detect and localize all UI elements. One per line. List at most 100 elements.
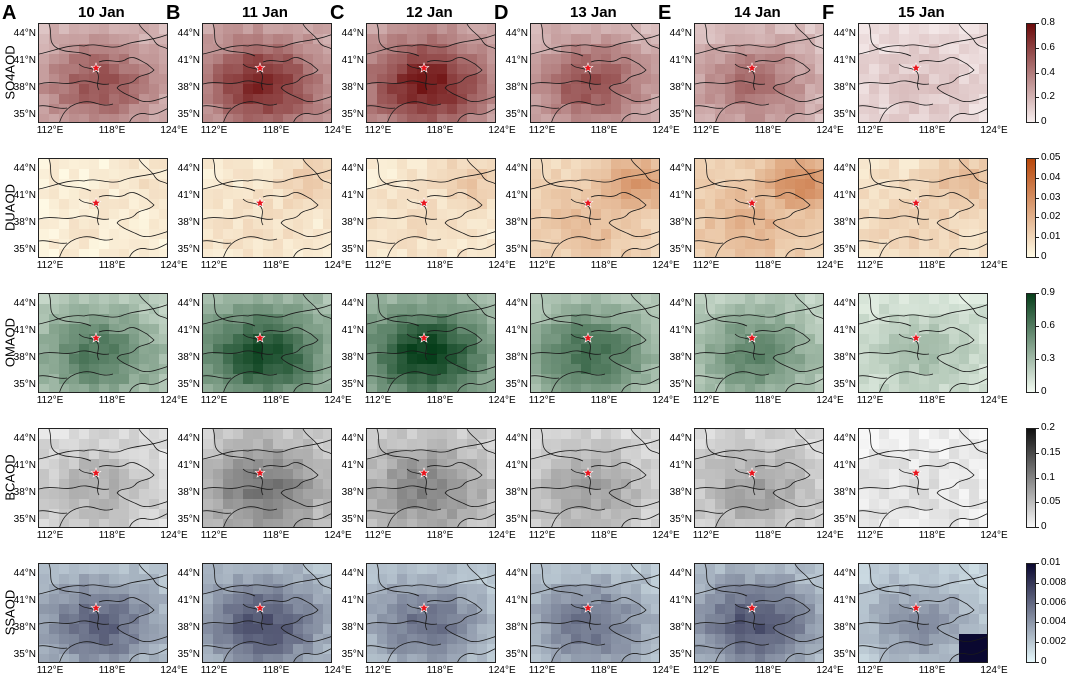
border-line [531, 485, 602, 490]
aod-grid-cell [159, 84, 167, 95]
aod-grid-cell [869, 384, 880, 392]
map-svg [39, 294, 167, 392]
aod-grid-cell [611, 614, 622, 625]
aod-grid-cell [59, 654, 70, 662]
aod-grid-cell [775, 384, 786, 392]
aod-grid-cell [119, 449, 130, 460]
aod-grid-cell [263, 604, 274, 615]
aod-grid-cell [611, 519, 622, 527]
border-line [695, 215, 766, 220]
aod-grid-cell [213, 584, 224, 595]
border-line [540, 429, 584, 462]
aod-grid-cell [283, 654, 294, 662]
aod-grid-cell [149, 654, 160, 662]
aod-grid-cell [531, 159, 542, 170]
aod-grid-cell [283, 24, 294, 35]
aod-grid-cell [805, 84, 816, 95]
aod-grid-cell [293, 94, 304, 105]
aod-grid-cell [859, 294, 870, 305]
aod-grid-cell [899, 624, 910, 635]
border-line [859, 350, 930, 355]
aod-grid-cell [611, 94, 622, 105]
aod-grid-cell [611, 429, 622, 440]
aod-grid-cell [387, 469, 398, 480]
aod-grid-cell [591, 229, 602, 240]
border-line [212, 24, 256, 57]
aod-grid-cell [407, 509, 418, 520]
lon-tick-label: 124°E [160, 530, 188, 541]
border-line [39, 350, 110, 355]
aod-grid-cell [109, 439, 120, 450]
aod-grid-cell [59, 519, 70, 527]
aod-grid-cell [949, 604, 960, 615]
colorbar-tick-mark [1036, 326, 1039, 327]
red-star-icon [910, 602, 922, 613]
aod-grid-cell [89, 489, 100, 500]
aod-grid-cell [417, 34, 428, 45]
aod-grid-cell [929, 449, 940, 460]
aod-grid-cell [377, 509, 388, 520]
aod-grid-cell [929, 114, 940, 122]
aod-grid-cell [959, 574, 970, 585]
aod-grid-cell [59, 449, 70, 460]
aod-grid-cell [417, 344, 428, 355]
lon-tick-label: 112°E [692, 125, 720, 136]
aod-grid-cell [119, 519, 130, 527]
aod-grid-cell [571, 74, 582, 85]
map-panel [858, 158, 988, 258]
aod-grid-cell [263, 104, 274, 115]
aod-grid-cell [427, 344, 438, 355]
aod-grid-cell [889, 44, 900, 55]
aod-grid-cell [283, 44, 294, 55]
aod-grid-cell [263, 574, 274, 585]
aod-grid-cell [313, 334, 324, 345]
aod-grid-cell [979, 449, 987, 460]
aod-grid-cell [695, 324, 706, 335]
border-line [280, 222, 331, 238]
aod-grid-cell [969, 584, 980, 595]
colorbar-tick-mark [1036, 662, 1039, 663]
aod-grid-cell [879, 604, 890, 615]
aod-grid-cell [417, 294, 428, 305]
aod-grid-cell [715, 74, 726, 85]
lat-tick-label: 38°N [505, 487, 528, 498]
aod-grid-cell [531, 334, 542, 345]
border-line [39, 34, 167, 55]
border-line [570, 63, 592, 91]
aod-grid-cell [313, 209, 324, 220]
aod-grid-cell [159, 169, 167, 180]
aod-grid-cell [531, 64, 542, 75]
aod-grid-cell [39, 334, 50, 345]
aod-grid-cell [929, 249, 940, 257]
aod-grid-cell [303, 469, 314, 480]
aod-grid-cell [581, 364, 592, 375]
aod-grid-cell [879, 449, 890, 460]
red-star-icon [910, 332, 922, 343]
lon-tick-label: 118°E [918, 530, 946, 541]
aod-grid-cell [69, 459, 80, 470]
aod-grid-cell [909, 84, 920, 95]
aod-grid-cell [447, 219, 458, 230]
aod-grid-cell [159, 364, 167, 375]
aod-grid-cell [293, 209, 304, 220]
aod-grid-cell [571, 249, 582, 257]
colorbar-tick-label: 0.05 [1041, 152, 1061, 163]
aod-grid-cell [899, 334, 910, 345]
aod-grid-cell [775, 564, 786, 575]
aod-grid-cell [293, 634, 304, 645]
aod-grid-cell [89, 84, 100, 95]
aod-grid-cell [313, 499, 324, 510]
aod-grid-cell [899, 54, 910, 65]
aod-grid-cell [561, 509, 572, 520]
aod-grid-cell [949, 229, 960, 240]
aod-grid-cell [293, 229, 304, 240]
aod-grid-cell [805, 449, 816, 460]
aod-grid-cell [283, 159, 294, 170]
aod-grid-cell [447, 64, 458, 75]
aod-grid-cell [233, 584, 244, 595]
border-line [59, 236, 114, 257]
lat-tick-label: 44°N [177, 28, 200, 39]
aod-grid-cell [417, 209, 428, 220]
aod-grid-cell [621, 209, 632, 220]
row-label: BCAOD [2, 454, 18, 501]
